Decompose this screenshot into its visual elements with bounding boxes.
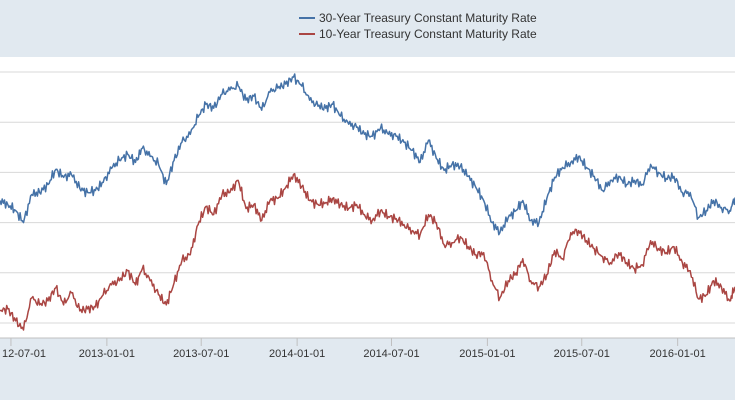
x-tick-label: 2016-01-01	[650, 348, 706, 360]
x-tick-label: 2015-07-01	[554, 348, 610, 360]
x-tick-label: 12-07-01	[2, 348, 46, 360]
series-line-30-year[interactable]	[0, 73, 735, 236]
legend-item-10-year[interactable]: 10-Year Treasury Constant Maturity Rate	[299, 27, 537, 41]
series-lines	[0, 73, 735, 331]
legend-label-30-year: 30-Year Treasury Constant Maturity Rate	[319, 11, 537, 25]
x-tick-label: 2013-07-01	[173, 348, 229, 360]
x-tick-label: 2014-01-01	[269, 348, 325, 360]
x-tick-label: 2014-07-01	[363, 348, 419, 360]
x-axis: 12-07-01 2013-01-01 2013-07-01 2014-01-01 20…	[0, 337, 735, 360]
legend-label-10-year: 10-Year Treasury Constant Maturity Rate	[319, 27, 537, 41]
x-tick-label: 2013-01-01	[79, 348, 135, 360]
series-line-10-year[interactable]	[0, 172, 735, 331]
x-tick-label: 2015-01-01	[459, 348, 515, 360]
plot-area	[0, 57, 735, 338]
legend-item-30-year[interactable]: 30-Year Treasury Constant Maturity Rate	[299, 11, 537, 25]
legend[interactable]: 30-Year Treasury Constant Maturity Rate …	[299, 11, 537, 41]
